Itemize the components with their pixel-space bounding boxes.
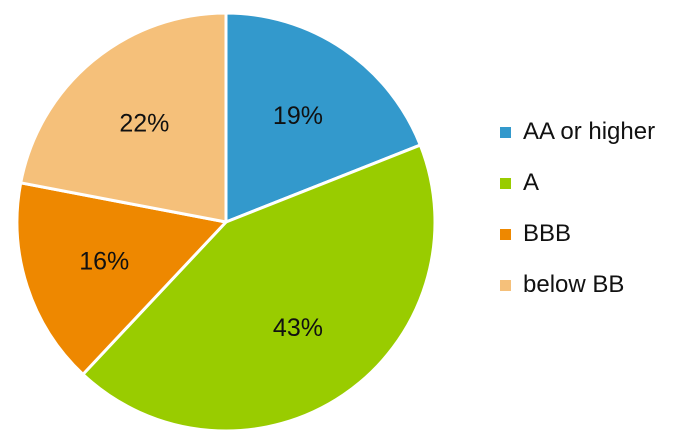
legend-label-aa-or-higher: AA or higher (523, 118, 656, 145)
pie-slice-a (81, 143, 437, 432)
slice-label-aa-or-higher: 19% (273, 102, 323, 130)
legend-label-bbb: BBB (523, 220, 572, 247)
legend: AA or higher A BBB below BB (500, 116, 655, 301)
legend-label-below-bb: below BB (523, 271, 625, 298)
legend-swatch-aa-or-higher (500, 126, 511, 138)
legend-swatch-below-bb (500, 279, 511, 291)
slice-label-bbb: 16% (79, 248, 129, 276)
slice-label-a: 43% (273, 314, 323, 342)
pie-slice-aa-or-higher (224, 11, 422, 224)
legend-swatch-a (500, 177, 511, 189)
pie-slice-below-bb (19, 11, 228, 224)
legend-item-a: A (500, 167, 655, 199)
slice-label-below-bb: 22% (119, 109, 169, 137)
pie-chart: 19% 43% 16% 22% (15, 11, 437, 432)
pie-slice-bbb (15, 181, 228, 376)
legend-swatch-bbb (500, 228, 511, 240)
legend-item-aa-or-higher: AA or higher (500, 116, 655, 148)
legend-item-below-bb: below BB (500, 269, 655, 301)
legend-item-bbb: BBB (500, 218, 655, 250)
legend-label-a: A (523, 169, 540, 196)
